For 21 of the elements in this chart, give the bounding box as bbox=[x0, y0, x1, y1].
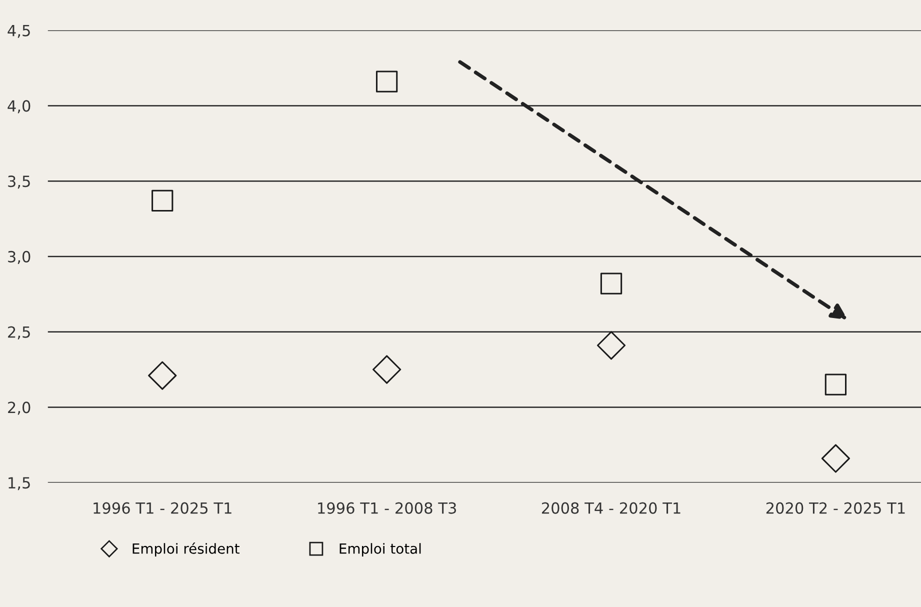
x-tick-label: 2020 T2 - 2025 T1 bbox=[766, 502, 905, 514]
point bbox=[152, 190, 174, 212]
point bbox=[596, 331, 626, 360]
point bbox=[821, 444, 850, 473]
y-tick-label: 3,0 bbox=[8, 250, 30, 264]
y-tick-label: 4,0 bbox=[8, 100, 30, 114]
point bbox=[376, 70, 398, 92]
legend-label: Emploi résident bbox=[132, 542, 240, 557]
y-tick-label: 3,5 bbox=[8, 176, 30, 189]
legend-label: Emploi total bbox=[340, 543, 421, 557]
x-tick-label: 1996 T1 - 2008 T3 bbox=[318, 502, 456, 514]
point bbox=[372, 355, 402, 384]
point bbox=[148, 361, 177, 390]
y-tick-label: 1,5 bbox=[8, 477, 30, 490]
point bbox=[824, 374, 847, 396]
x-tick-label: 2008 T4 - 2020 T1 bbox=[542, 502, 680, 514]
point bbox=[600, 272, 622, 294]
y-tick-label: 4,5 bbox=[8, 25, 30, 38]
y-tick-label: 2,5 bbox=[8, 326, 30, 340]
x-tick-label: 1996 T1 - 2025 T1 bbox=[94, 502, 232, 514]
y-tick-label: 2,0 bbox=[8, 402, 30, 415]
